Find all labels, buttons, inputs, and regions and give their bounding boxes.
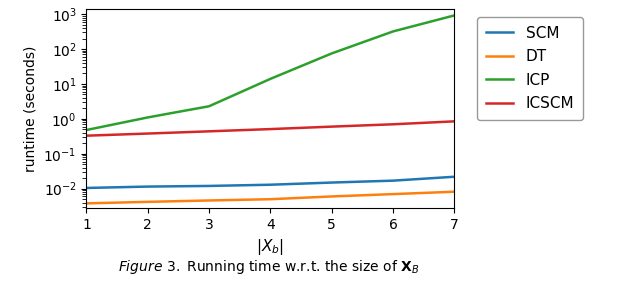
Line: ICSCM: ICSCM [86, 121, 454, 136]
ICP [451, 14, 458, 17]
X-axis label: $|X_b|$: $|X_b|$ [257, 237, 284, 257]
ICP [328, 52, 335, 55]
DT [83, 202, 90, 205]
ICP [144, 116, 152, 119]
Y-axis label: runtime (seconds): runtime (seconds) [24, 45, 38, 172]
DT [328, 195, 335, 198]
DT [451, 190, 458, 193]
ICSCM [266, 127, 274, 131]
ICSCM [389, 122, 397, 126]
SCM [83, 186, 90, 190]
SCM [266, 183, 274, 187]
ICP [389, 30, 397, 33]
ICSCM [205, 129, 213, 133]
SCM [451, 175, 458, 178]
DT [266, 198, 274, 201]
Line: DT: DT [86, 192, 454, 203]
Legend: SCM, DT, ICP, ICSCM: SCM, DT, ICP, ICSCM [477, 17, 584, 120]
SCM [144, 185, 152, 188]
DT [389, 192, 397, 196]
DT [144, 200, 152, 204]
ICP [205, 105, 213, 108]
ICP [83, 128, 90, 132]
Line: SCM: SCM [86, 177, 454, 188]
ICP [266, 77, 274, 81]
Text: $\it{Figure\ 3.}$ Running time w.r.t. the size of $\mathbf{X}_B$: $\it{Figure\ 3.}$ Running time w.r.t. th… [118, 258, 420, 276]
ICSCM [83, 134, 90, 138]
SCM [328, 181, 335, 184]
ICSCM [451, 120, 458, 123]
ICSCM [144, 132, 152, 135]
DT [205, 199, 213, 202]
Line: ICP: ICP [86, 15, 454, 130]
SCM [205, 184, 213, 188]
SCM [389, 179, 397, 182]
ICSCM [328, 125, 335, 128]
